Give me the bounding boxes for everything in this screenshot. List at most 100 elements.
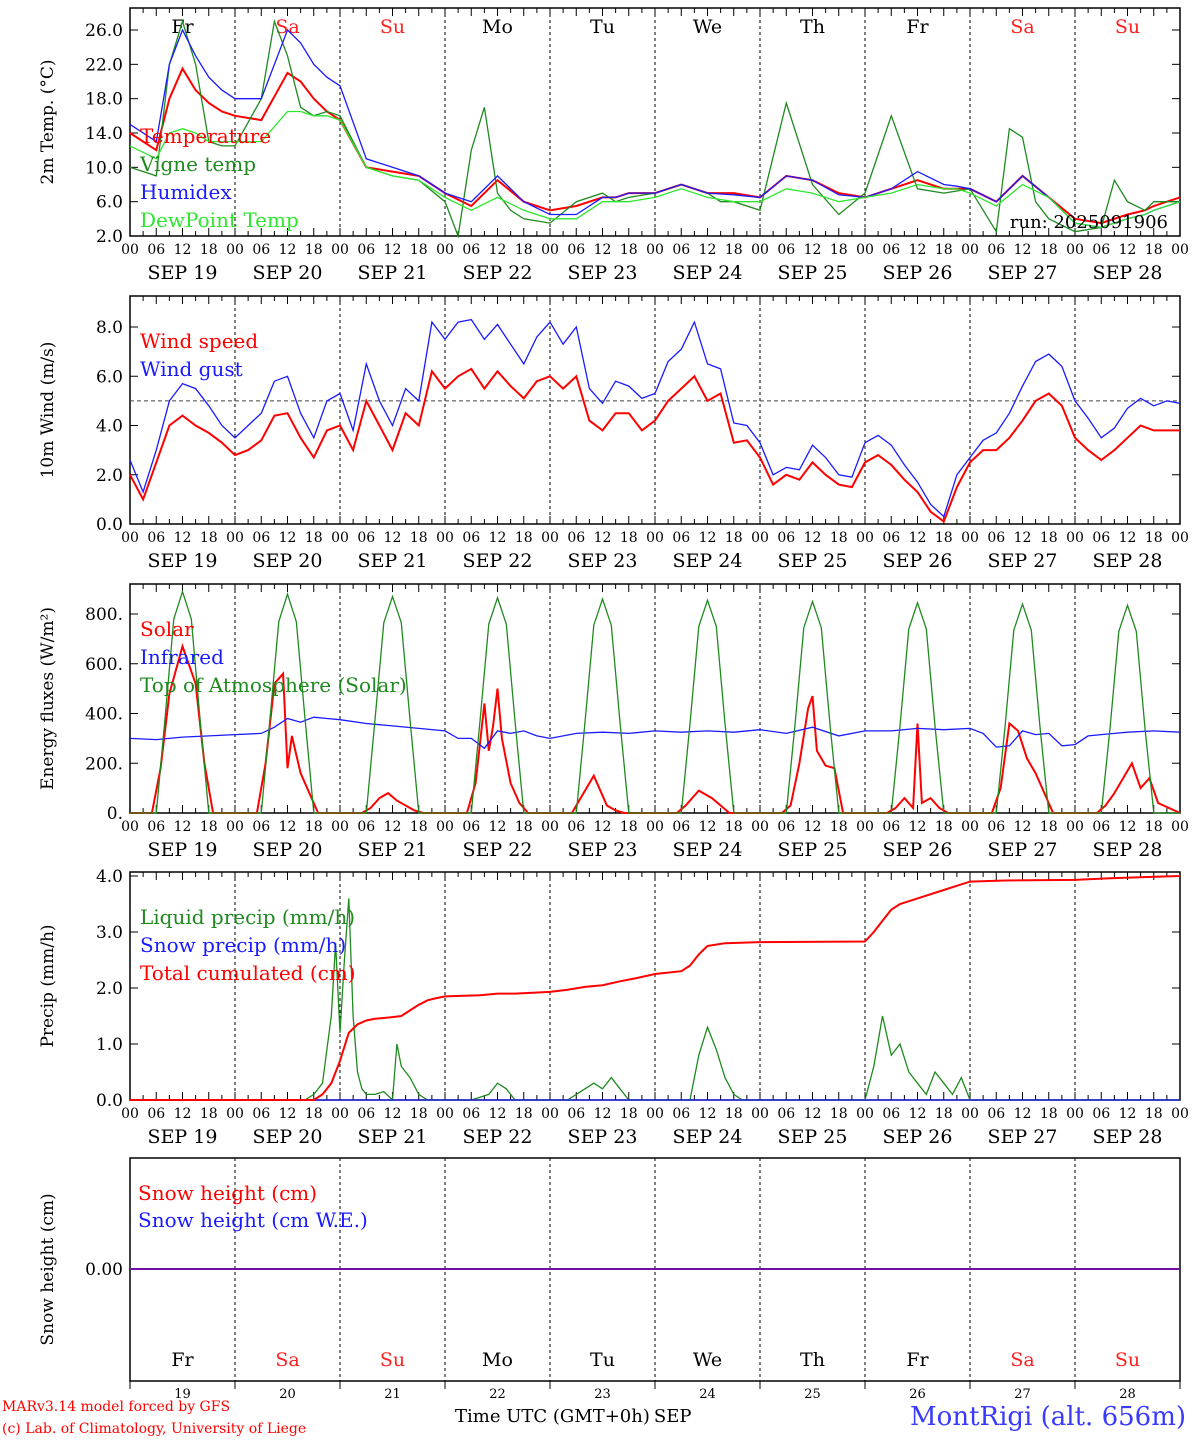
day-name: Mo [482, 16, 513, 38]
hour-label: 18 [830, 1106, 848, 1122]
hour-label: 18 [830, 242, 848, 258]
hour-label: 18 [305, 1106, 323, 1122]
hour-label: 12 [804, 242, 822, 258]
hour-label: 00 [331, 242, 349, 258]
date-label: SEP 22 [463, 1126, 533, 1148]
hour-label: 18 [935, 242, 953, 258]
date-label: SEP 19 [148, 1126, 218, 1148]
date-label: SEP 23 [568, 839, 638, 861]
date-label: SEP 28 [1093, 262, 1163, 284]
date-label: SEP 19 [148, 839, 218, 861]
hour-label: 00 [436, 819, 454, 835]
series-total-cumulated-cm- [130, 875, 1181, 1101]
hour-label: 18 [725, 242, 743, 258]
panel-1: 2.0 6.0 10.0 14.0 18.0 22.0 26.0 2m Temp. (°C) F… [38, 7, 1189, 284]
hour-label: 12 [174, 1106, 192, 1122]
credit-lab: (c) Lab. of Climatology, University of L… [2, 1421, 307, 1437]
date-label: SEP 25 [778, 550, 848, 572]
date-label: SEP 20 [253, 839, 323, 861]
legend-entry: Total cumulated (cm) [140, 961, 356, 985]
date-label: SEP 22 [463, 550, 533, 572]
hour-label: 18 [1145, 819, 1163, 835]
hour-label: 18 [1145, 530, 1163, 546]
hour-label: 00 [1171, 1106, 1189, 1122]
day-name: Su [380, 1349, 405, 1371]
hour-label: 00 [541, 242, 559, 258]
hour-label: 18 [725, 1106, 743, 1122]
hour-label: 12 [909, 242, 927, 258]
hour-label: 06 [462, 819, 480, 835]
legend-entry: Wind gust [140, 357, 243, 381]
date-label: SEP 22 [463, 839, 533, 861]
day-name: Sa [1010, 16, 1034, 38]
hour-label: 00 [751, 242, 769, 258]
hour-label: 06 [147, 1106, 165, 1122]
hour-label: 18 [1040, 1106, 1058, 1122]
hour-label: 06 [462, 530, 480, 546]
legend-entry: Wind speed [140, 329, 258, 353]
month-label: SEP [653, 1406, 692, 1427]
date-label: SEP 25 [778, 839, 848, 861]
legend-entry: Temperature [140, 124, 271, 148]
hour-label: 06 [672, 242, 690, 258]
hour-label: 06 [357, 1106, 375, 1122]
date-label: SEP 24 [673, 1126, 743, 1148]
hour-label: 06 [987, 242, 1005, 258]
x-axis-title: Time UTC (GMT+0h) SEP [455, 1406, 695, 1427]
hour-label: 00 [646, 1106, 664, 1122]
date-label: SEP 28 [1093, 1126, 1163, 1148]
hour-label: 18 [725, 819, 743, 835]
hour-label: 06 [357, 242, 375, 258]
hour-label: 18 [410, 530, 428, 546]
hour-label: 18 [515, 530, 533, 546]
hour-label: 06 [252, 242, 270, 258]
legend-entry: Vigne temp [139, 152, 256, 176]
hour-label: 06 [672, 819, 690, 835]
hour-label: 06 [462, 242, 480, 258]
hour-label: 12 [279, 819, 297, 835]
hour-label: 12 [699, 819, 717, 835]
hour-label: 12 [699, 1106, 717, 1122]
day-number: 26 [909, 1387, 926, 1402]
y-tick-label: 18.0 [85, 90, 123, 110]
hour-label: 00 [121, 530, 139, 546]
hour-label: 18 [830, 530, 848, 546]
hour-label: 06 [1092, 530, 1110, 546]
date-label: SEP 26 [883, 262, 953, 284]
y-tick-label: 200. [85, 754, 123, 774]
hour-label: 00 [1171, 819, 1189, 835]
legend-entry: Solar [140, 617, 194, 641]
legend-entry: DewPoint Temp [140, 208, 299, 232]
hour-label: 00 [751, 1106, 769, 1122]
day-number: 27 [1014, 1387, 1031, 1402]
y-tick-label: 6.0 [96, 193, 123, 213]
run-label: run: 2025091906 [1010, 212, 1168, 233]
hour-label: 06 [1092, 242, 1110, 258]
hour-label: 18 [515, 242, 533, 258]
hour-label: 00 [541, 530, 559, 546]
day-name: Fr [906, 1349, 929, 1371]
hour-label: 06 [987, 819, 1005, 835]
date-label: SEP 21 [358, 839, 428, 861]
hour-label: 00 [646, 530, 664, 546]
hour-label: 12 [1119, 1106, 1137, 1122]
hour-label: 18 [515, 819, 533, 835]
panel-2: 0.0 2.0 4.0 6.0 8.0 10m Wind (m/s) Wind speed W… [38, 295, 1189, 572]
hour-label: 06 [252, 530, 270, 546]
day-name: Su [1115, 1349, 1140, 1371]
hour-label: 00 [646, 242, 664, 258]
time-axis-label: Time UTC (GMT+0h) [455, 1406, 650, 1427]
day-name: Tu [590, 1349, 615, 1371]
hour-label: 00 [1066, 1106, 1084, 1122]
hour-label: 00 [646, 819, 664, 835]
hour-label: 18 [620, 242, 638, 258]
y-tick-label: 600. [85, 655, 123, 675]
y-tick-label: 800. [85, 605, 123, 625]
hour-label: 18 [305, 530, 323, 546]
hour-label: 06 [147, 530, 165, 546]
hour-label: 12 [1119, 242, 1137, 258]
series-infrared [129, 716, 1181, 750]
day-number: 19 [174, 1387, 191, 1402]
hour-label: 00 [751, 530, 769, 546]
hour-label: 12 [1119, 530, 1137, 546]
